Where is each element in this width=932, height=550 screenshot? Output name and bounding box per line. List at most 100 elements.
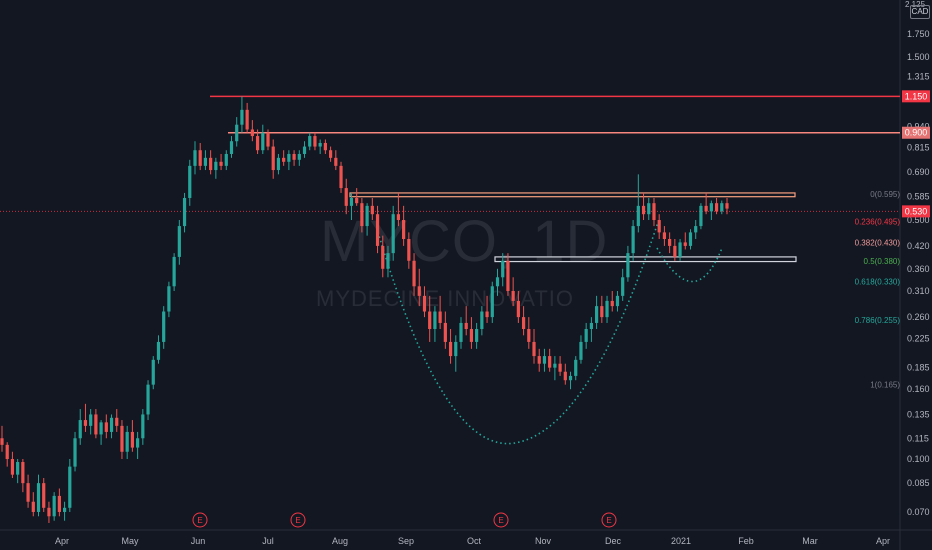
x-tick-label: Feb	[738, 536, 754, 546]
candle-body	[495, 277, 500, 287]
candle-body	[255, 136, 260, 151]
earnings-marker-label: E	[498, 516, 503, 525]
y-tick-label: 0.135	[907, 409, 930, 419]
x-tick-label: Apr	[55, 536, 69, 546]
candle-body	[125, 431, 129, 452]
candle-body	[360, 203, 364, 227]
earnings-marker	[192, 512, 208, 528]
earnings-marker	[290, 512, 306, 528]
watermark-name: MYDECINE INNOVATIO	[316, 286, 574, 311]
candle-body	[386, 253, 390, 269]
candle-body	[407, 238, 411, 261]
candle-body	[266, 132, 270, 147]
candle-body	[36, 483, 41, 512]
candle-body	[271, 146, 275, 171]
candle-body	[417, 286, 421, 296]
candle-body	[694, 226, 698, 233]
candle-body	[532, 341, 536, 357]
candle-body	[146, 384, 150, 415]
candle-body	[282, 157, 286, 162]
candle-body	[584, 329, 588, 342]
y-tick-label: 0.070	[907, 507, 930, 517]
cup-pattern-curve	[377, 221, 659, 445]
candle-body	[725, 203, 729, 209]
candle-body	[287, 153, 291, 162]
candle-body	[89, 414, 93, 426]
y-tick-label: 0.360	[907, 264, 930, 274]
candle-body	[5, 444, 9, 460]
price-tag-box	[902, 90, 930, 103]
candle-body	[130, 431, 134, 448]
candle-body	[709, 203, 713, 212]
candle-body	[563, 371, 567, 381]
candle-body	[370, 205, 374, 215]
candle-body	[605, 300, 609, 318]
candle-body	[42, 483, 46, 508]
y-tick-label: 0.310	[907, 286, 930, 296]
candle-body	[334, 157, 338, 166]
fib-level-label: 1(0.165)	[870, 381, 900, 390]
candle-body	[615, 295, 620, 307]
candle-body	[621, 277, 625, 296]
candle-body	[26, 483, 30, 502]
candle-body	[678, 242, 682, 257]
y-tick-label: 0.260	[907, 312, 930, 322]
candle-body	[78, 420, 82, 439]
x-tick-label: Oct	[467, 536, 482, 546]
price-tag-label: 1.150	[905, 91, 928, 101]
y-tick-label: 0.585	[907, 192, 930, 202]
candle-body	[167, 286, 171, 312]
y-tick-label: 1.315	[907, 71, 930, 81]
candle-body	[490, 286, 494, 318]
candle-body	[469, 329, 474, 342]
candle-body	[83, 420, 88, 426]
candle-body	[219, 161, 223, 166]
candle-body	[657, 220, 661, 233]
x-tick-label: Nov	[535, 536, 552, 546]
fib-level-label: 0.618(0.330)	[855, 278, 901, 287]
x-tick-label: Apr	[876, 536, 890, 546]
candle-body	[553, 363, 557, 368]
earnings-marker	[601, 512, 617, 528]
fib-level-label: 0.786(0.255)	[855, 316, 901, 325]
candle-body	[292, 153, 296, 160]
candle-body	[209, 157, 213, 171]
candle-body	[568, 375, 573, 381]
candle-body	[10, 459, 15, 475]
candle-body	[31, 501, 35, 512]
candle-body	[579, 341, 583, 360]
candle-body	[141, 414, 145, 439]
candle-body	[318, 142, 322, 147]
candle-body	[339, 165, 343, 189]
y-tick-label: 1.500	[907, 52, 930, 62]
earnings-marker-label: E	[197, 516, 202, 525]
x-tick-label: Jun	[191, 536, 206, 546]
candle-body	[323, 142, 327, 151]
candle-body	[349, 197, 354, 206]
candle-body	[720, 203, 724, 212]
candle-body	[438, 311, 442, 323]
candle-body	[464, 322, 468, 330]
price-axis-top-label: 2.125	[905, 0, 926, 9]
x-tick-label: Aug	[332, 536, 348, 546]
candle-body	[313, 136, 317, 147]
candle-body	[162, 311, 166, 342]
y-tick-label: 0.690	[907, 167, 930, 177]
candle-body	[511, 291, 515, 301]
candle-body	[250, 129, 254, 137]
y-tick-label: 0.940	[907, 121, 930, 131]
currency-badge[interactable]: CAD	[910, 5, 930, 19]
candle-body	[188, 165, 192, 198]
candle-body	[104, 422, 108, 432]
x-tick-label: Sep	[398, 536, 414, 546]
candle-body	[381, 245, 385, 269]
candle-body	[589, 322, 593, 330]
candle-body	[47, 507, 51, 517]
candle-body	[688, 232, 693, 246]
candle-body	[115, 417, 119, 426]
candle-body	[52, 495, 56, 517]
candle-body	[610, 300, 614, 307]
candle-body	[668, 238, 672, 246]
candle-body	[626, 253, 630, 278]
